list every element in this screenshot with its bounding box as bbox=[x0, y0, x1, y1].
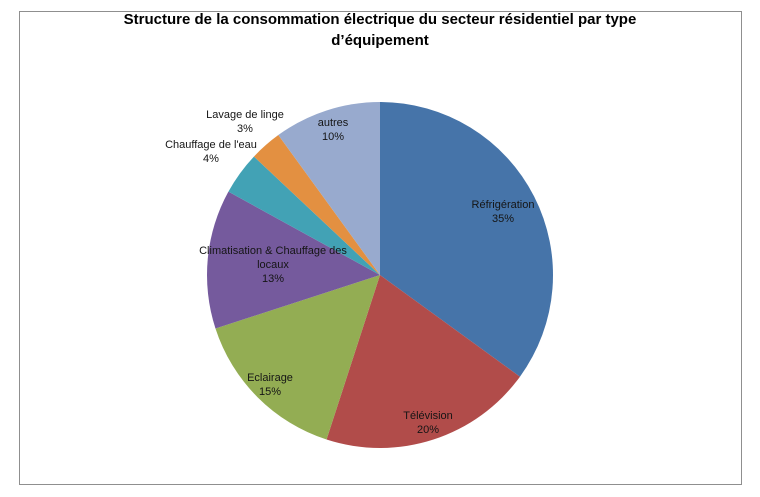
pie-slice-lavage-de-linge bbox=[253, 135, 380, 275]
chart-title: Structure de la consommation électrique … bbox=[0, 9, 760, 51]
pie-label-line: Eclairage bbox=[247, 372, 293, 384]
pie-label-television: Télévision 20% bbox=[403, 409, 453, 437]
pie-label-line: 20% bbox=[416, 424, 440, 436]
pie-slice-autres bbox=[278, 102, 380, 275]
pie-slice-eclairage bbox=[215, 275, 380, 440]
pie-label-lavage-de-linge: Lavage de linge 3% bbox=[206, 108, 284, 136]
pie-label-line: locaux bbox=[257, 259, 289, 271]
pie-label-refrigeration: Réfrigération 35% bbox=[472, 198, 535, 226]
pie-label-chauffage-de-l-eau: Chauffage de l'eau 4% bbox=[165, 138, 257, 166]
pie-slice-climatisation-chauffage-des-locaux bbox=[207, 191, 380, 329]
pie-label-line: Chauffage de l'eau bbox=[165, 139, 257, 151]
pie-label-line: 4% bbox=[203, 153, 219, 165]
pie-label-line: 10% bbox=[321, 131, 345, 143]
pie-label-line: Climatisation & Chauffage des bbox=[199, 245, 347, 257]
pie-label-line: 35% bbox=[491, 213, 515, 225]
pie-slice-refrigeration bbox=[380, 102, 554, 377]
pie-label-autres: autres 10% bbox=[318, 116, 349, 144]
pie-label-climatisation-chauffage-des-locaux: Climatisation & Chauffage des locaux 13% bbox=[199, 244, 347, 286]
pie-label-line: Lavage de linge bbox=[206, 109, 284, 121]
pie-label-line: Réfrigération bbox=[471, 199, 535, 211]
pie-label-line: autres bbox=[317, 117, 349, 129]
pie-label-line: Télévision bbox=[403, 410, 453, 422]
pie-slice-chauffage-de-l-eau bbox=[228, 156, 380, 275]
pie-label-line: 3% bbox=[237, 123, 253, 135]
pie-label-line: 15% bbox=[258, 386, 282, 398]
pie-label-line: 13% bbox=[261, 273, 285, 285]
pie-label-eclairage: Eclairage 15% bbox=[247, 371, 293, 399]
chart-title-text: Structure de la consommation électrique … bbox=[123, 11, 637, 49]
pie-slice-television bbox=[326, 275, 520, 448]
